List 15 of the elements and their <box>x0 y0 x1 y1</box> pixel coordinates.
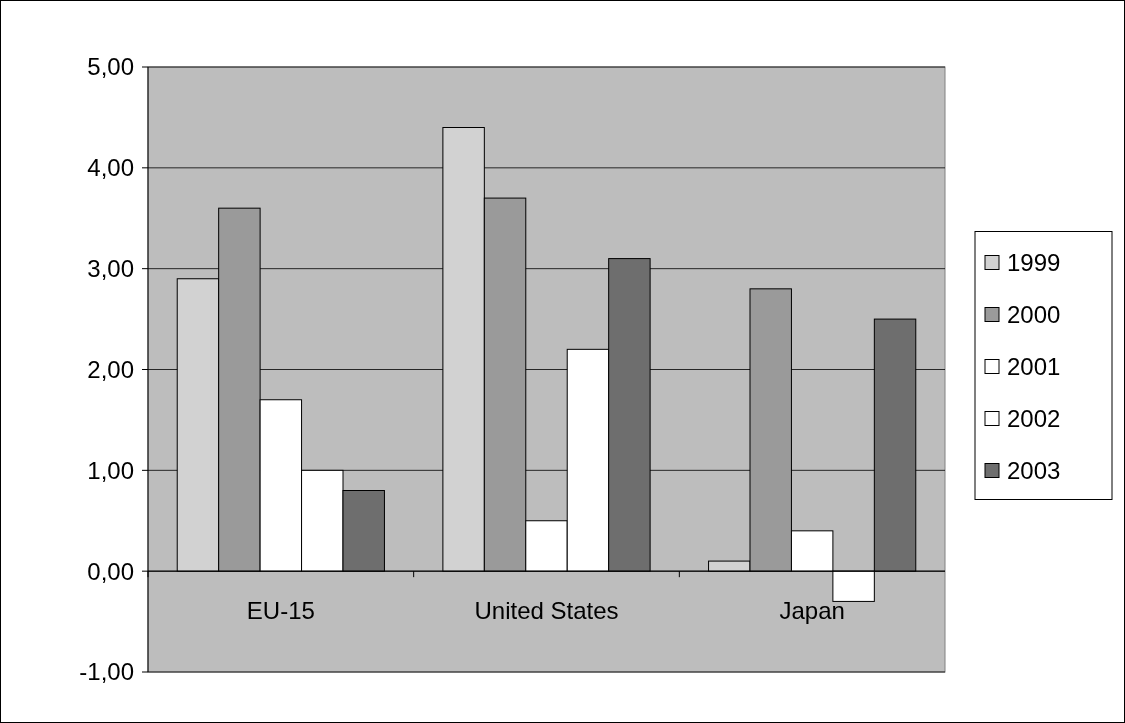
x-tick-label: United States <box>474 597 619 625</box>
legend-label: 2001 <box>1007 352 1061 380</box>
legend-label: 2003 <box>1007 456 1061 484</box>
x-tick-label: Japan <box>779 597 845 625</box>
legend-label: 2000 <box>1007 300 1061 328</box>
y-tick-label: 3,00 <box>87 255 134 283</box>
y-tick-label: -1,00 <box>79 658 134 686</box>
y-tick-label: 5,00 <box>87 53 134 81</box>
x-tick-label: EU-15 <box>246 597 315 625</box>
y-tick-label: 2,00 <box>87 355 134 383</box>
legend-label: 2002 <box>1007 404 1061 432</box>
y-tick-label: 1,00 <box>87 456 134 484</box>
legend-label: 1999 <box>1007 248 1061 276</box>
y-tick-label: 0,00 <box>87 557 134 585</box>
y-tick-label: 4,00 <box>87 154 134 182</box>
